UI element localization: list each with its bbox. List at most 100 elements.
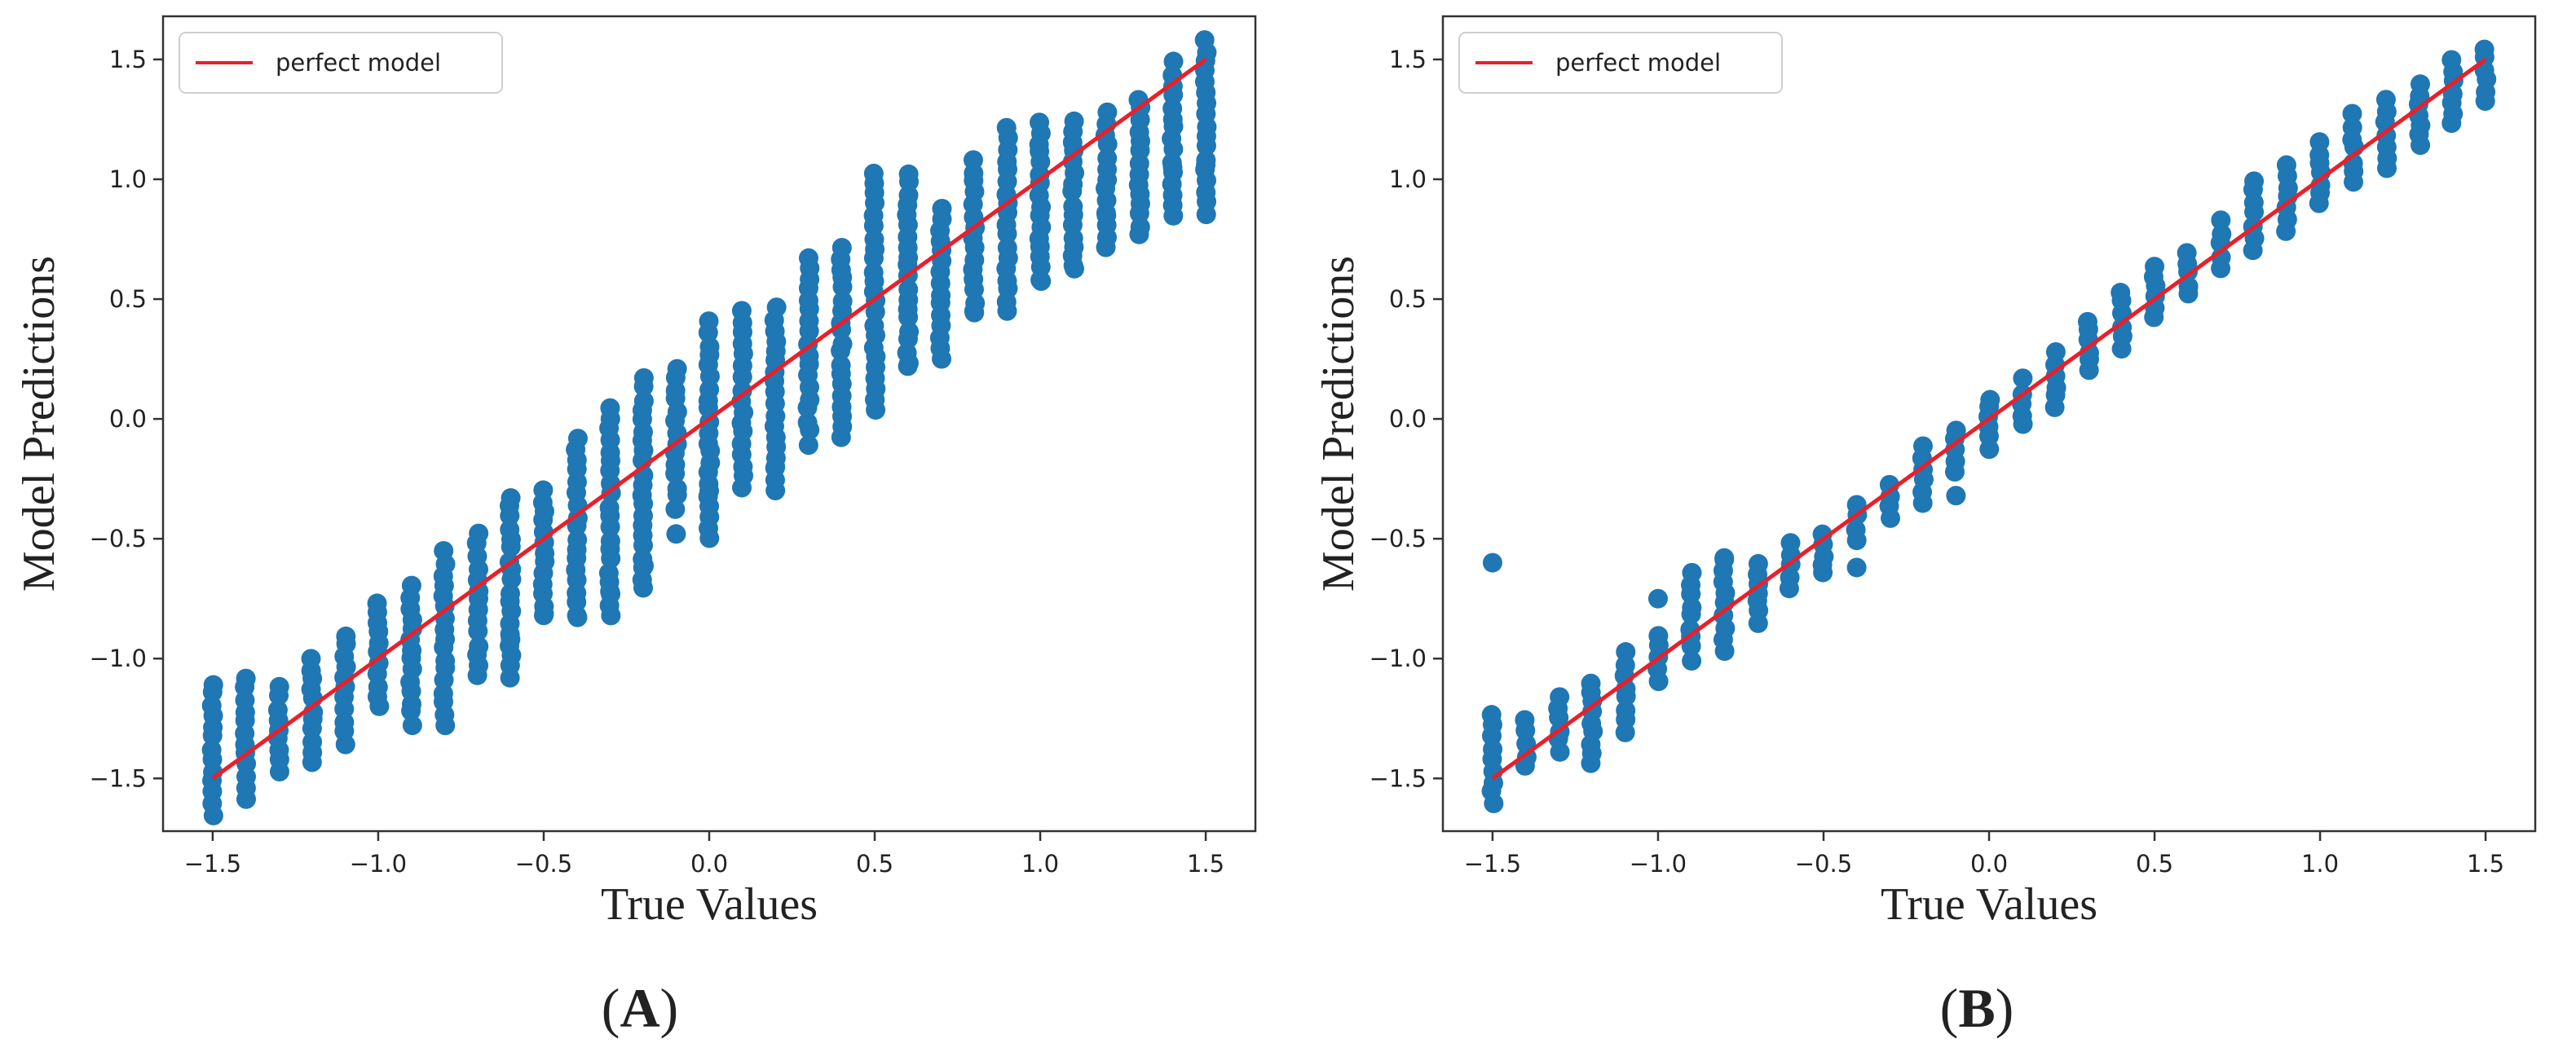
x-tick-label-a: −1.5 xyxy=(184,850,241,878)
x-tick-label-b: 1.5 xyxy=(2467,850,2504,878)
scatter-point-a xyxy=(598,563,619,583)
legend-box-a xyxy=(179,32,503,94)
x-tick-label-b: −1.0 xyxy=(1630,850,1687,878)
scatter-point-a xyxy=(731,301,752,321)
scatter-point-a xyxy=(533,480,554,500)
scatter-point-b xyxy=(1682,562,1702,583)
panel-label-b-letter: B xyxy=(1958,977,1995,1039)
scatter-point-b xyxy=(1980,389,2000,410)
scatter-outlier-b xyxy=(1482,552,1502,573)
scatter-point-a xyxy=(269,676,289,697)
perfect-model-line-a xyxy=(211,57,1207,781)
y-tick-label-b: −1.0 xyxy=(1370,645,1427,672)
y-tick-label-a: 1.0 xyxy=(109,165,147,193)
scatter-outlier-b xyxy=(1946,486,1966,506)
scatter-point-a xyxy=(863,262,884,283)
scatter-point-a xyxy=(267,700,288,720)
scatter-point-a xyxy=(898,164,919,184)
scatter-outlier-a xyxy=(633,557,653,578)
scatter-point-b xyxy=(1616,642,1636,662)
x-tick-label-b: 1.0 xyxy=(2301,850,2339,878)
x-axis-title-a: True Values xyxy=(601,879,818,930)
scatter-point-b xyxy=(1846,520,1866,540)
scatter-point-b xyxy=(2342,103,2362,124)
y-axis-title-b: Model Predictions xyxy=(1313,256,1364,592)
scatter-point-a xyxy=(863,163,884,183)
scatter-point-a xyxy=(665,499,686,519)
scatter-point-a xyxy=(667,359,687,379)
scatter-point-b xyxy=(2309,132,2330,152)
legend-a: perfect model xyxy=(179,32,503,94)
scatter-point-a xyxy=(699,311,719,332)
scatter-outlier-a xyxy=(1096,205,1117,226)
scatter-point-a xyxy=(402,715,422,736)
panel-label-a: (A) xyxy=(602,977,678,1039)
scatter-point-b xyxy=(2211,210,2231,231)
scatter-point-a xyxy=(797,412,818,433)
plot-area-b xyxy=(1481,39,2497,813)
y-axis-title-a: Model Predictions xyxy=(14,256,64,592)
scatter-point-a xyxy=(633,391,654,411)
y-tick-label-a: 1.5 xyxy=(109,46,147,73)
scatter-outlier-a xyxy=(831,397,852,417)
scatter-point-a xyxy=(831,238,852,258)
y-tick-label-a: −0.5 xyxy=(90,525,147,552)
scatter-point-a xyxy=(766,297,787,318)
scatter-point-b xyxy=(1780,533,1801,553)
y-tick-label-b: 0.0 xyxy=(1389,405,1427,433)
scatter-point-b xyxy=(2276,155,2296,175)
scatter-point-a xyxy=(831,355,851,376)
scatter-point-a xyxy=(302,732,323,752)
scatter-point-a xyxy=(899,322,920,342)
scatter-point-b xyxy=(1616,700,1636,720)
scatter-point-a xyxy=(798,435,818,455)
x-tick-label-b: −1.5 xyxy=(1464,850,1521,878)
scatter-outlier-b xyxy=(1714,548,1735,568)
scatter-point-b xyxy=(1680,619,1700,640)
scatter-point-a xyxy=(667,478,687,499)
scatter-point-a xyxy=(301,649,321,669)
scatter-point-a xyxy=(600,530,620,551)
scatter-point-b xyxy=(2342,117,2362,138)
legend-label-b: perfect model xyxy=(1555,49,1721,77)
scatter-point-b xyxy=(1682,651,1702,671)
scatter-point-b xyxy=(1481,705,1502,725)
legend-label-a: perfect model xyxy=(276,49,441,77)
scatter-point-a xyxy=(832,334,853,354)
perfect-model-line-b xyxy=(1491,57,2487,781)
scatter-point-b xyxy=(1581,673,1601,693)
scatter-outlier-a xyxy=(898,356,918,376)
scatter-outlier-a xyxy=(699,481,719,501)
scatter-point-a xyxy=(699,337,720,357)
scatter-point-a xyxy=(599,498,620,518)
scatter-outlier-a xyxy=(865,389,885,410)
y-tick-label-b: 1.0 xyxy=(1389,165,1427,193)
x-tick-label-b: −0.5 xyxy=(1795,850,1852,878)
y-tick-label-b: 1.5 xyxy=(1389,46,1427,73)
panel-b: −1.5 −1.0 −0.5 0.0 0.5 1.0 1.5 −1.5 −1.0 −0.5 0.0… xyxy=(1313,15,2537,1039)
scatter-point-a xyxy=(236,668,256,689)
scatter-point-a xyxy=(1097,102,1118,122)
scatter-outlier-a xyxy=(1162,157,1183,178)
scatter-point-b xyxy=(2111,283,2131,303)
scatter-point-a xyxy=(434,541,454,561)
legend-b: perfect model xyxy=(1458,32,1783,94)
x-tick-label-a: 1.0 xyxy=(1021,850,1059,878)
scatter-point-b xyxy=(1812,524,1833,544)
panel-label-a-letter: A xyxy=(620,977,659,1039)
scatter-point-a xyxy=(567,429,588,449)
scatter-point-a xyxy=(997,238,1017,258)
x-tick-label-a: 1.5 xyxy=(1187,850,1224,878)
scatter-point-b xyxy=(2112,317,2133,337)
x-tick-label-b: 0.5 xyxy=(2136,850,2173,878)
scatter-point-a xyxy=(469,523,489,544)
x-tick-label-a: −1.0 xyxy=(350,850,407,878)
scatter-point-b xyxy=(2212,224,2232,244)
scatter-outlier-b xyxy=(1647,588,1668,609)
scatter-point-a xyxy=(832,291,853,311)
scatter-point-b xyxy=(1946,420,1966,441)
scatter-point-a xyxy=(500,519,520,539)
x-tick-label-a: 0.0 xyxy=(690,850,728,878)
scatter-point-b xyxy=(2077,311,2097,332)
scatter-outlier-a xyxy=(600,581,620,601)
